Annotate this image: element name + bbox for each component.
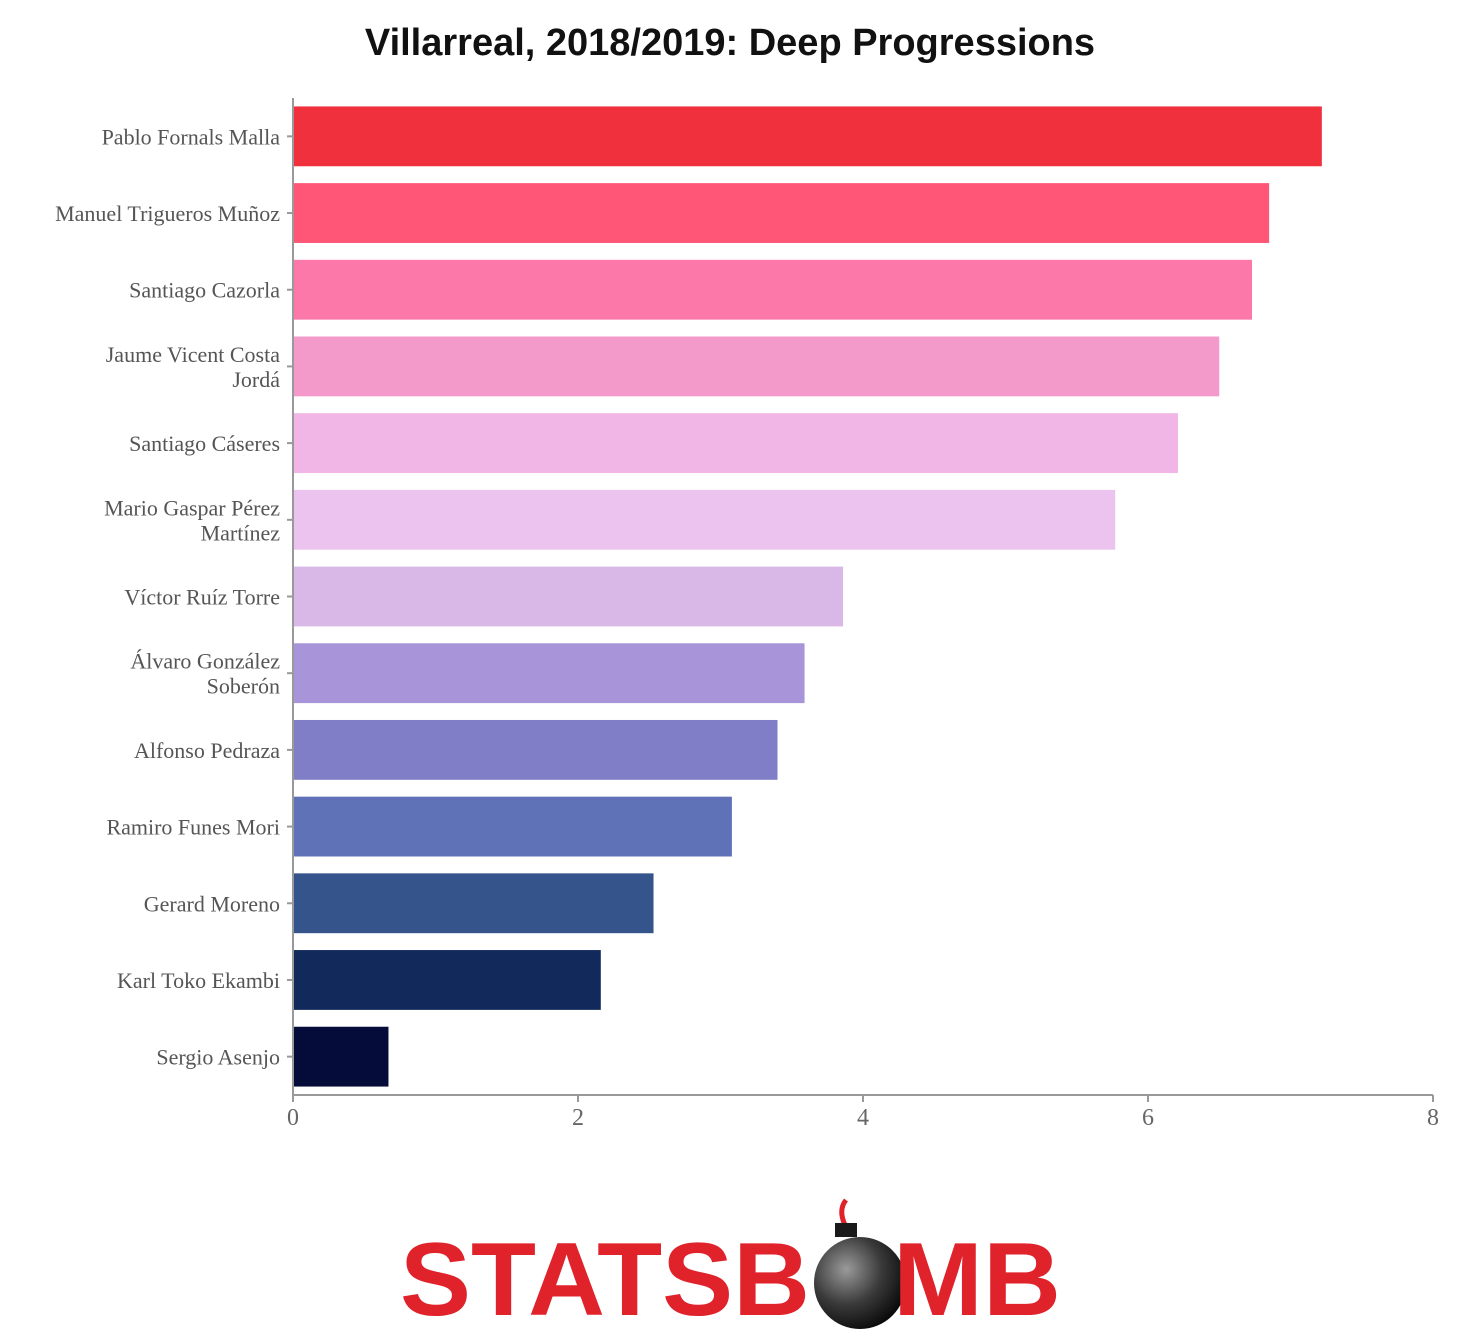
bar-4 (293, 413, 1178, 474)
x-axis-ticks: 0 2 4 6 8 (287, 1095, 1439, 1131)
logo-text-right: MB (893, 1222, 1061, 1330)
category-labels: Pablo Fornals Malla Manuel Trigueros Muño… (55, 124, 293, 1070)
category-label: Santiago Cáseres (129, 431, 280, 456)
category-label: Gerard Moreno (144, 891, 280, 916)
bar-7 (293, 643, 805, 704)
bar-0 (293, 106, 1322, 167)
x-tick-label: 4 (857, 1105, 869, 1131)
x-tick-label: 8 (1427, 1105, 1439, 1131)
bar-3 (293, 336, 1220, 397)
x-tick-label: 2 (572, 1105, 584, 1131)
bar-1 (293, 183, 1270, 243)
category-label: Manuel Trigueros Muñoz (55, 201, 280, 226)
bomb-icon (814, 1237, 906, 1329)
category-label: Álvaro González Soberón (130, 649, 280, 699)
logo-text-left: STATSB (400, 1222, 810, 1330)
statsbomb-logo: STATSB MB (400, 1198, 1061, 1330)
category-label: Jaume Vicent Costa Jordá (106, 342, 280, 392)
category-label: Karl Toko Ekambi (117, 968, 280, 993)
bar-6 (293, 566, 844, 627)
category-label: Mario Gaspar Pérez Martínez (104, 495, 280, 545)
bar-10 (293, 873, 654, 934)
category-label: Santiago Cazorla (129, 278, 280, 303)
bar-chart: Pablo Fornals Malla Manuel Trigueros Muño… (55, 98, 1439, 1131)
bar-2 (293, 259, 1253, 320)
category-label: Alfonso Pedraza (134, 738, 280, 763)
bar-8 (293, 719, 778, 780)
bars (293, 106, 1322, 1087)
bar-11 (293, 950, 601, 1010)
bar-5 (293, 489, 1116, 550)
category-label: Víctor Ruíz Torre (124, 585, 280, 610)
category-label: Sergio Asenjo (156, 1045, 280, 1070)
x-tick-label: 6 (1142, 1105, 1154, 1131)
bar-12 (293, 1026, 389, 1087)
bomb-cap-icon (835, 1223, 857, 1237)
category-label: Ramiro Funes Mori (106, 815, 280, 840)
bomb-fuse-icon (839, 1198, 849, 1227)
bar-9 (293, 796, 732, 857)
category-label: Pablo Fornals Malla (102, 124, 281, 149)
x-tick-label: 0 (287, 1105, 299, 1131)
chart-title: Villarreal, 2018/2019: Deep Progressions (364, 22, 1096, 64)
